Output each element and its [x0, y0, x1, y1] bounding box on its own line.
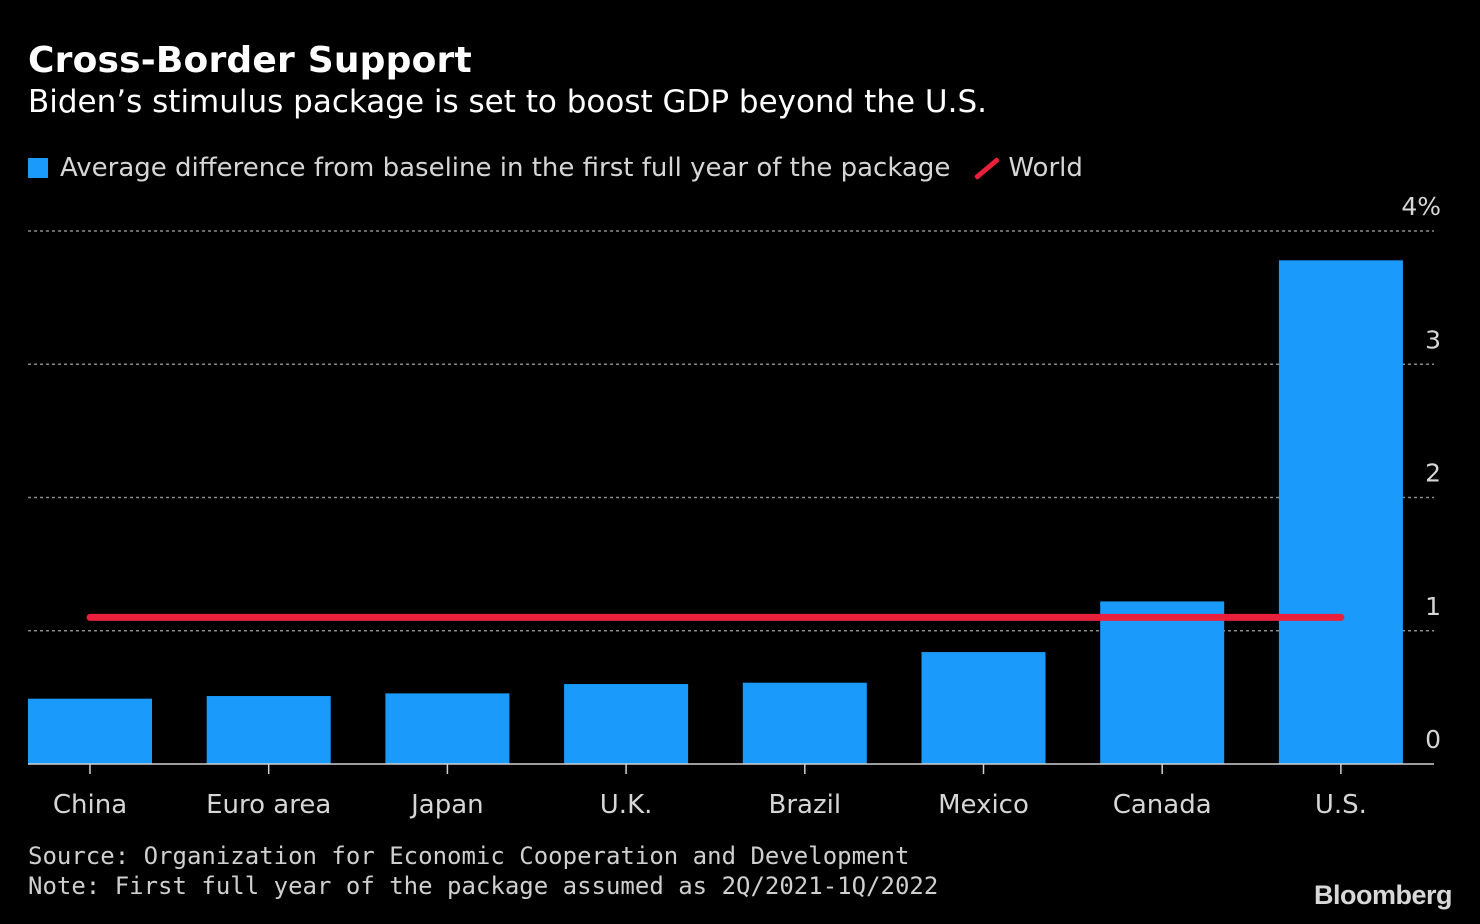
x-axis	[28, 763, 1434, 774]
y-tick-label: 3	[1425, 325, 1441, 354]
y-tick-label: 0	[1425, 725, 1441, 754]
bar-u-k	[564, 684, 689, 764]
footnote: Note: First full year of the package ass…	[28, 872, 939, 900]
legend-line-label: World	[1008, 153, 1083, 183]
grid-lines	[28, 230, 1434, 632]
x-tick-label: Mexico	[938, 790, 1029, 820]
bloomberg-logo: Bloomberg	[1313, 880, 1453, 910]
x-axis-labels: China Euro area Japan U.K. Brazil Mexico Canad…	[53, 790, 1367, 820]
x-tick-label: U.K.	[600, 790, 653, 820]
bars	[28, 260, 1403, 764]
x-tick-label: Brazil	[769, 790, 842, 820]
x-tick-label: China	[53, 790, 127, 820]
bar-u-s	[1278, 260, 1403, 764]
bar-brazil	[742, 682, 867, 764]
bar-china	[28, 698, 152, 764]
y-tick-label: 1	[1425, 592, 1441, 621]
x-tick-label: Canada	[1113, 790, 1212, 820]
bar-chart: 0 1 2 3 4% China Euro area Japan U.K. Brazil Mexi…	[28, 192, 1441, 820]
legend-bar-label: Average difference from baseline in the …	[60, 153, 951, 183]
y-tick-label: 2	[1425, 459, 1441, 488]
source-note: Source: Organization for Economic Cooper…	[28, 842, 910, 870]
bar-canada	[1100, 601, 1225, 764]
x-tick-label: Euro area	[206, 790, 331, 820]
bar-mexico	[921, 652, 1046, 764]
x-tick-label: Japan	[409, 790, 484, 820]
bar-japan	[385, 693, 510, 764]
legend-bar-swatch	[28, 158, 48, 178]
x-tick-label: U.S.	[1315, 790, 1367, 820]
chart-subtitle: Biden’s stimulus package is set to boost…	[28, 84, 987, 120]
y-tick-label: 4%	[1401, 192, 1441, 221]
bar-euro-area	[206, 696, 331, 764]
chart-title: Cross-Border Support	[28, 40, 472, 81]
legend: Average difference from baseline in the …	[28, 150, 1083, 186]
y-axis-labels: 0 1 2 3 4%	[1401, 192, 1441, 754]
